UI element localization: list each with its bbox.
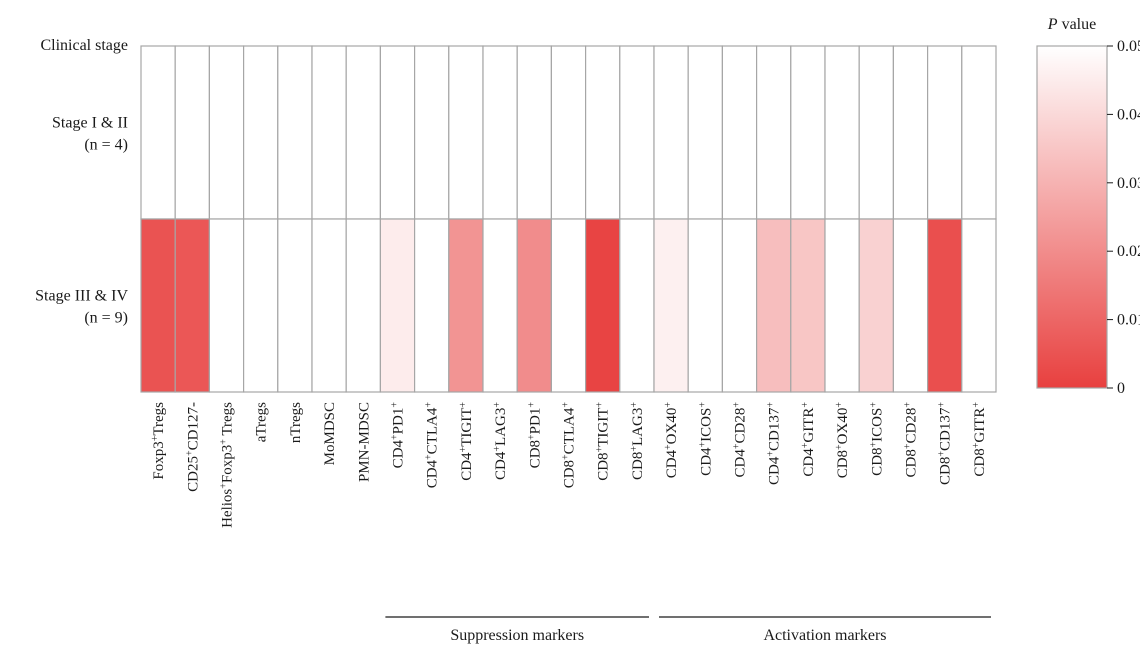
colorbar-tick-label: 0.05 [1117, 38, 1140, 55]
heatmap-cell [448, 218, 484, 393]
column-label: CD4+TIGIT+ [458, 402, 475, 481]
heatmap-cell [892, 45, 929, 220]
heatmap-cell [208, 218, 245, 393]
colorbar-tick-label: 0 [1117, 380, 1125, 397]
heatmap-cell [414, 218, 450, 393]
heatmap-cell [584, 218, 621, 393]
colorbar-tick-label: 0.03 [1117, 175, 1140, 192]
heatmap-cell [550, 45, 587, 220]
row-labels: Clinical stage Stage I & II (n = 4) Stage … [35, 37, 128, 327]
column-label: CD4+OX40+ [663, 402, 680, 479]
heatmap-cell [448, 45, 484, 220]
heatmap-cell [379, 45, 416, 220]
heatmap-cell [516, 218, 553, 393]
heatmap-cell [619, 45, 655, 220]
heatmap-cell [140, 45, 176, 220]
heatmap-cell [243, 45, 279, 220]
heatmap-cell [755, 218, 792, 393]
heatmap-cell [414, 45, 450, 220]
column-label: CD8+CD28+ [903, 402, 920, 478]
heatmap-cell [961, 218, 997, 393]
heatmap-cell [755, 45, 792, 220]
row-sublabel: (n = 4) [84, 137, 128, 154]
heatmap-cell [482, 45, 518, 220]
heatmap-cell [824, 218, 860, 393]
heatmap-cell [687, 45, 724, 220]
column-label: aTregs [254, 402, 270, 442]
column-label: CD25+CD127- [184, 402, 201, 492]
column-label: CD8+OX40+ [834, 402, 851, 479]
heatmap-cell [140, 218, 176, 393]
heatmap-cell [790, 45, 826, 220]
heatmap-cell [926, 218, 963, 393]
heatmap-cell [858, 45, 895, 220]
column-label: CD8+CD137+ [937, 402, 954, 485]
row-label: Stage III & IV [35, 288, 128, 305]
row-sublabel: (n = 9) [84, 310, 128, 327]
heatmap-cell [277, 218, 313, 393]
colorbar-title: P value [1047, 16, 1096, 33]
group-label: Suppression markers [450, 627, 584, 644]
column-label: CD4+CD28+ [732, 402, 749, 478]
colorbar-tick-label: 0.01 [1117, 312, 1140, 329]
colorbar-title-italic: P [1047, 16, 1058, 33]
heatmap-cell [687, 218, 724, 393]
heatmap-cell [721, 218, 758, 393]
colorbar-tick-label: 0.04 [1117, 106, 1140, 123]
colorbar: P value 0 0.01 0.02 0.03 0.04 0.05 [1036, 16, 1140, 397]
heatmap-cell [174, 45, 210, 220]
column-label: nTregs [288, 402, 304, 443]
column-label: Foxp3+Tregs [150, 402, 167, 480]
heatmap-cells [140, 45, 997, 393]
colorbar-title-rest: value [1058, 16, 1097, 33]
heatmap-cell [550, 218, 587, 393]
column-label: CD8+LAG3+ [629, 402, 646, 480]
heatmap-cell [482, 218, 518, 393]
column-label: CD4+GITR+ [800, 402, 817, 477]
heatmap-cell [619, 218, 655, 393]
column-label: MoMDSC [322, 402, 338, 465]
heatmap-cell [277, 45, 313, 220]
heatmap-cell [892, 218, 929, 393]
column-label: CD8+CTLA4+ [561, 402, 578, 489]
group-label: Activation markers [763, 627, 886, 644]
column-label: CD8+PD1+ [526, 402, 543, 469]
heatmap-cell [345, 218, 382, 393]
heatmap-cell [653, 218, 689, 393]
column-label: CD8+GITR+ [971, 402, 988, 477]
column-label: CD4+CD137+ [766, 402, 783, 485]
row-header: Clinical stage [40, 37, 128, 54]
heatmap-cell [653, 45, 689, 220]
column-label: CD8+ICOS+ [868, 402, 885, 476]
heatmap-cell [721, 45, 758, 220]
heatmap-cell [174, 218, 210, 393]
heatmap-cell [790, 218, 826, 393]
heatmap-cell [926, 45, 963, 220]
column-labels: Foxp3+Tregs CD25+CD127- Helios+Foxp3+ Treg… [150, 402, 988, 528]
column-label: CD8+TIGIT+ [595, 402, 612, 481]
heatmap-cell [584, 45, 621, 220]
heatmap-cell [858, 218, 895, 393]
heatmap-cell [516, 45, 553, 220]
column-label: CD4+CTLA4+ [424, 402, 441, 489]
heatmap-cell [311, 45, 347, 220]
column-label: CD4+ICOS+ [697, 402, 714, 476]
column-label: Helios+Foxp3+ Tregs [219, 402, 236, 528]
column-label: CD4+LAG3+ [492, 402, 509, 480]
colorbar-tick-label: 0.02 [1117, 243, 1140, 260]
heatmap-cell [961, 45, 997, 220]
heatmap-cell [824, 45, 860, 220]
heatmap-cell [243, 218, 279, 393]
column-label: PMN-MDSC [356, 402, 372, 482]
heatmap-cell [311, 218, 347, 393]
column-groups: Suppression markers Activation markers [385, 616, 991, 644]
row-label: Stage I & II [52, 115, 128, 132]
colorbar-gradient [1036, 45, 1108, 389]
heatmap-cell [208, 45, 245, 220]
column-label: CD4+PD1+ [390, 402, 407, 469]
heatmap-cell [345, 45, 382, 220]
heatmap-cell [379, 218, 416, 393]
